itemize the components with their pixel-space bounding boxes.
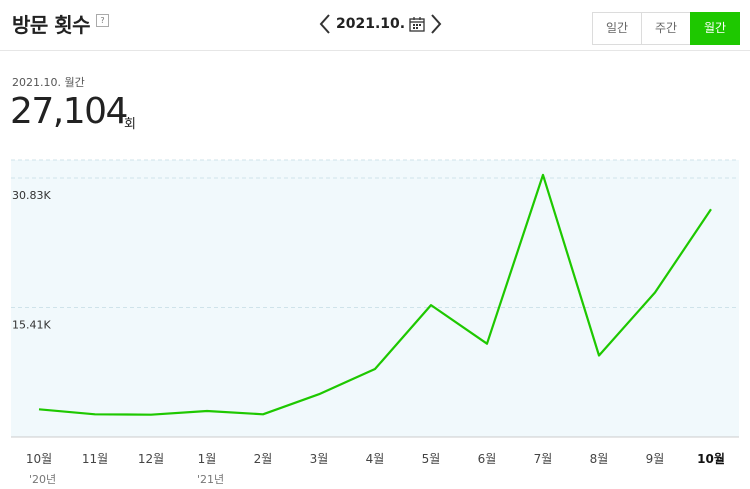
tab-monthly[interactable]: 월간 (690, 12, 740, 45)
x-tick-label: 12월 (138, 452, 164, 466)
summary-period: 2021.10. 월간 (12, 76, 85, 89)
period-tabs: 일간 주간 월간 (592, 12, 740, 45)
series-line (38, 173, 712, 416)
current-date: 2021.10. (336, 16, 406, 32)
visits-line-chart: 15.41K 30.83K 10월 '20년 11월 12월 1월 '21년 2월 3월 4월 5월 6… (11, 159, 739, 486)
x-tick-label: 11월 (82, 452, 108, 466)
tab-daily[interactable]: 일간 (592, 12, 642, 45)
chevron-left-icon[interactable] (318, 12, 332, 36)
x-tick-label: 5월 (422, 452, 441, 466)
x-tick-label: 8월 (590, 452, 609, 466)
help-icon[interactable]: ? (96, 14, 109, 27)
chevron-right-icon[interactable] (429, 12, 443, 36)
x-tick-label: 1월 (198, 452, 217, 466)
x-tick-label: 6월 (478, 452, 497, 466)
x-tick-label: 10월 (26, 452, 52, 466)
summary-value: 27,104 (10, 91, 128, 132)
date-navigator: 2021.10. (318, 12, 443, 36)
summary-unit: 회 (124, 117, 136, 132)
calendar-icon[interactable] (409, 16, 425, 32)
y-tick-label: 15.41K (12, 319, 51, 332)
x-tick-label: 4월 (366, 452, 385, 466)
plot-background (11, 160, 739, 437)
x-year-label: '20년 (29, 473, 56, 486)
x-tick-label: 7월 (534, 452, 553, 466)
x-tick-label: 3월 (310, 452, 329, 466)
x-tick-label: 9월 (646, 452, 665, 466)
x-tick-label: 10월 (697, 451, 725, 466)
x-year-label: '21년 (197, 473, 224, 486)
page-title: 방문 횟수 (12, 13, 91, 37)
tab-weekly[interactable]: 주간 (641, 12, 691, 45)
header: 방문 횟수 ? 2021.10. 일간 주간 월간 (0, 0, 750, 51)
x-tick-label: 2월 (254, 452, 273, 466)
y-tick-label: 30.83K (12, 189, 51, 202)
